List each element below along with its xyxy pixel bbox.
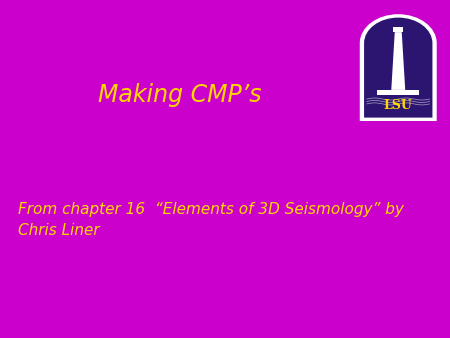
Text: Making CMP’s: Making CMP’s (98, 82, 262, 107)
PathPatch shape (360, 14, 436, 121)
Text: LSU: LSU (384, 99, 413, 112)
Polygon shape (377, 90, 419, 95)
Text: From chapter 16  “Elements of 3D Seismology” by
Chris Liner: From chapter 16 “Elements of 3D Seismolo… (18, 202, 404, 238)
PathPatch shape (364, 17, 433, 118)
Polygon shape (393, 27, 403, 32)
Polygon shape (392, 32, 405, 90)
